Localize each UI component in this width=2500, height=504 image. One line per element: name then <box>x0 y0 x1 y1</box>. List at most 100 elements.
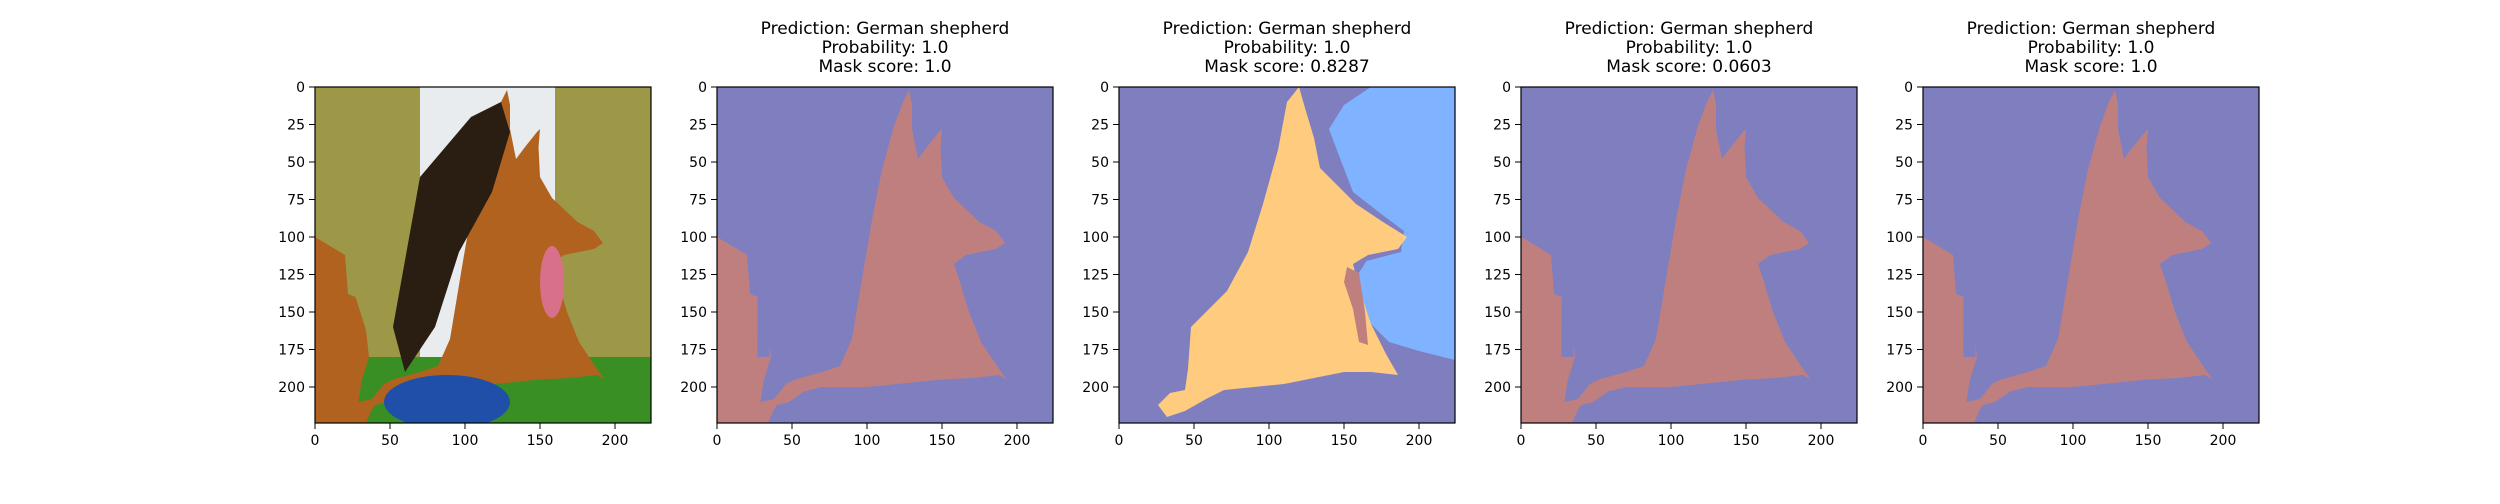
panel-image-3 <box>1119 87 1455 423</box>
y-tick-label: 125 <box>1886 268 1913 284</box>
panel-title-line: Prediction: German shepherd <box>761 19 1010 39</box>
axes-frame <box>314 86 652 424</box>
x-tick-label: 150 <box>929 433 956 449</box>
axes-frame <box>1118 86 1456 424</box>
y-tick-label: 150 <box>278 305 305 321</box>
x-tick-label: 0 <box>1517 433 1526 449</box>
panel-title-line: Mask score: 0.8287 <box>1204 57 1369 77</box>
y-tick-label: 0 <box>1502 80 1511 96</box>
panel-title-line: Probability: 1.0 <box>822 38 949 58</box>
mask-dog-left <box>1521 237 1562 351</box>
y-tick-label: 25 <box>287 118 305 134</box>
y-tick-label: 150 <box>1886 305 1913 321</box>
y-tick-label: 125 <box>1082 268 1109 284</box>
mask-dog <box>717 90 1007 423</box>
y-tick-label: 25 <box>1091 118 1109 134</box>
x-tick-label: 50 <box>783 433 801 449</box>
panel-image-1 <box>315 87 651 423</box>
y-tick-label: 200 <box>1886 380 1913 396</box>
y-tick-label: 75 <box>287 193 305 209</box>
subplot-4: 0 50 100 150 200 0 25 50 75 100 125 150 175 200 Predic… <box>1484 19 1858 449</box>
x-tick-label: 0 <box>1115 433 1124 449</box>
y-tick-label: 25 <box>1895 118 1913 134</box>
y-tick-label: 0 <box>296 80 305 96</box>
y-tick-label: 200 <box>680 380 707 396</box>
y-tick-label: 175 <box>1886 343 1913 359</box>
panel-title-line: Prediction: German shepherd <box>1163 19 1412 39</box>
x-tick-label: 200 <box>1004 433 1031 449</box>
y-tick-label: 50 <box>1091 155 1109 171</box>
y-tick-label: 0 <box>698 80 707 96</box>
y-tick-label: 200 <box>1484 380 1511 396</box>
x-tick-label: 200 <box>1808 433 1835 449</box>
panel-title-line: Probability: 1.0 <box>2028 38 2155 58</box>
panel-title-line: Prediction: German shepherd <box>1967 19 2216 39</box>
y-tick-label: 175 <box>1484 343 1511 359</box>
mask-dog-left <box>1923 237 1964 351</box>
axes-frame <box>1922 86 2260 424</box>
y-tick-label: 50 <box>287 155 305 171</box>
y-tick-label: 100 <box>1484 230 1511 246</box>
y-tick-label: 25 <box>1493 118 1511 134</box>
photo-ball <box>384 375 510 423</box>
y-tick-label: 125 <box>1484 268 1511 284</box>
x-tick-label: 50 <box>1587 433 1605 449</box>
x-tick-label: 150 <box>2135 433 2162 449</box>
y-tick-label: 75 <box>1091 193 1109 209</box>
mask-gap <box>1561 297 1574 357</box>
x-tick-label: 200 <box>1406 433 1433 449</box>
mask-gap <box>757 297 770 357</box>
x-tick-label: 200 <box>602 433 629 449</box>
x-tick-label: 100 <box>1256 433 1283 449</box>
x-tick-label: 100 <box>854 433 881 449</box>
y-tick-label: 75 <box>1895 193 1913 209</box>
y-tick-label: 150 <box>680 305 707 321</box>
y-tick-label: 200 <box>1082 380 1109 396</box>
y-tick-label: 50 <box>1493 155 1511 171</box>
photo-dog-saddle <box>393 102 510 372</box>
panel-image-2 <box>717 87 1053 423</box>
x-tick-label: 0 <box>1919 433 1928 449</box>
mask-dog <box>1923 90 2213 423</box>
subplot-3: 0 50 100 150 200 0 25 50 75 100 125 150 175 200 Predic… <box>1082 19 1456 449</box>
segment-yellow <box>1158 87 1407 417</box>
panel-title-line: Probability: 1.0 <box>1626 38 1753 58</box>
panel-title-line: Prediction: German shepherd <box>1565 19 1814 39</box>
segment-red <box>1344 267 1368 345</box>
y-tick-label: 175 <box>680 343 707 359</box>
subplot-2: 0 50 100 150 200 0 25 50 75 100 125 150 175 200 Predic… <box>680 19 1054 449</box>
y-tick-label: 100 <box>680 230 707 246</box>
x-tick-label: 100 <box>1658 433 1685 449</box>
x-tick-label: 0 <box>713 433 722 449</box>
x-tick-label: 0 <box>311 433 320 449</box>
y-tick-label: 0 <box>1100 80 1109 96</box>
x-tick-label: 150 <box>527 433 554 449</box>
subplot-1: 0 50 100 150 200 0 25 50 75 100 125 150 175 200 <box>278 80 652 449</box>
y-tick-label: 150 <box>1484 305 1511 321</box>
y-tick-label: 100 <box>1082 230 1109 246</box>
y-tick-label: 75 <box>689 193 707 209</box>
y-tick-label: 175 <box>1082 343 1109 359</box>
panel-title-line: Mask score: 0.0603 <box>1606 57 1771 77</box>
panel-title-line: Probability: 1.0 <box>1224 38 1351 58</box>
x-tick-label: 50 <box>1185 433 1203 449</box>
y-tick-label: 0 <box>1904 80 1913 96</box>
y-tick-label: 100 <box>1886 230 1913 246</box>
mask-dog-left <box>717 237 758 351</box>
photo-dog-body <box>315 90 605 423</box>
panel-title-line: Mask score: 1.0 <box>2024 57 2157 77</box>
panel-title-line: Mask score: 1.0 <box>818 57 951 77</box>
x-tick-label: 100 <box>452 433 479 449</box>
panel-image-4 <box>1521 87 1857 423</box>
y-tick-label: 25 <box>689 118 707 134</box>
y-tick-label: 50 <box>1895 155 1913 171</box>
x-tick-label: 150 <box>1331 433 1358 449</box>
subplot-5: 0 50 100 150 200 0 25 50 75 100 125 150 175 200 Predic… <box>1886 19 2260 449</box>
y-tick-label: 50 <box>689 155 707 171</box>
y-tick-label: 125 <box>680 268 707 284</box>
y-tick-label: 75 <box>1493 193 1511 209</box>
y-tick-label: 100 <box>278 230 305 246</box>
x-tick-label: 100 <box>2060 433 2087 449</box>
